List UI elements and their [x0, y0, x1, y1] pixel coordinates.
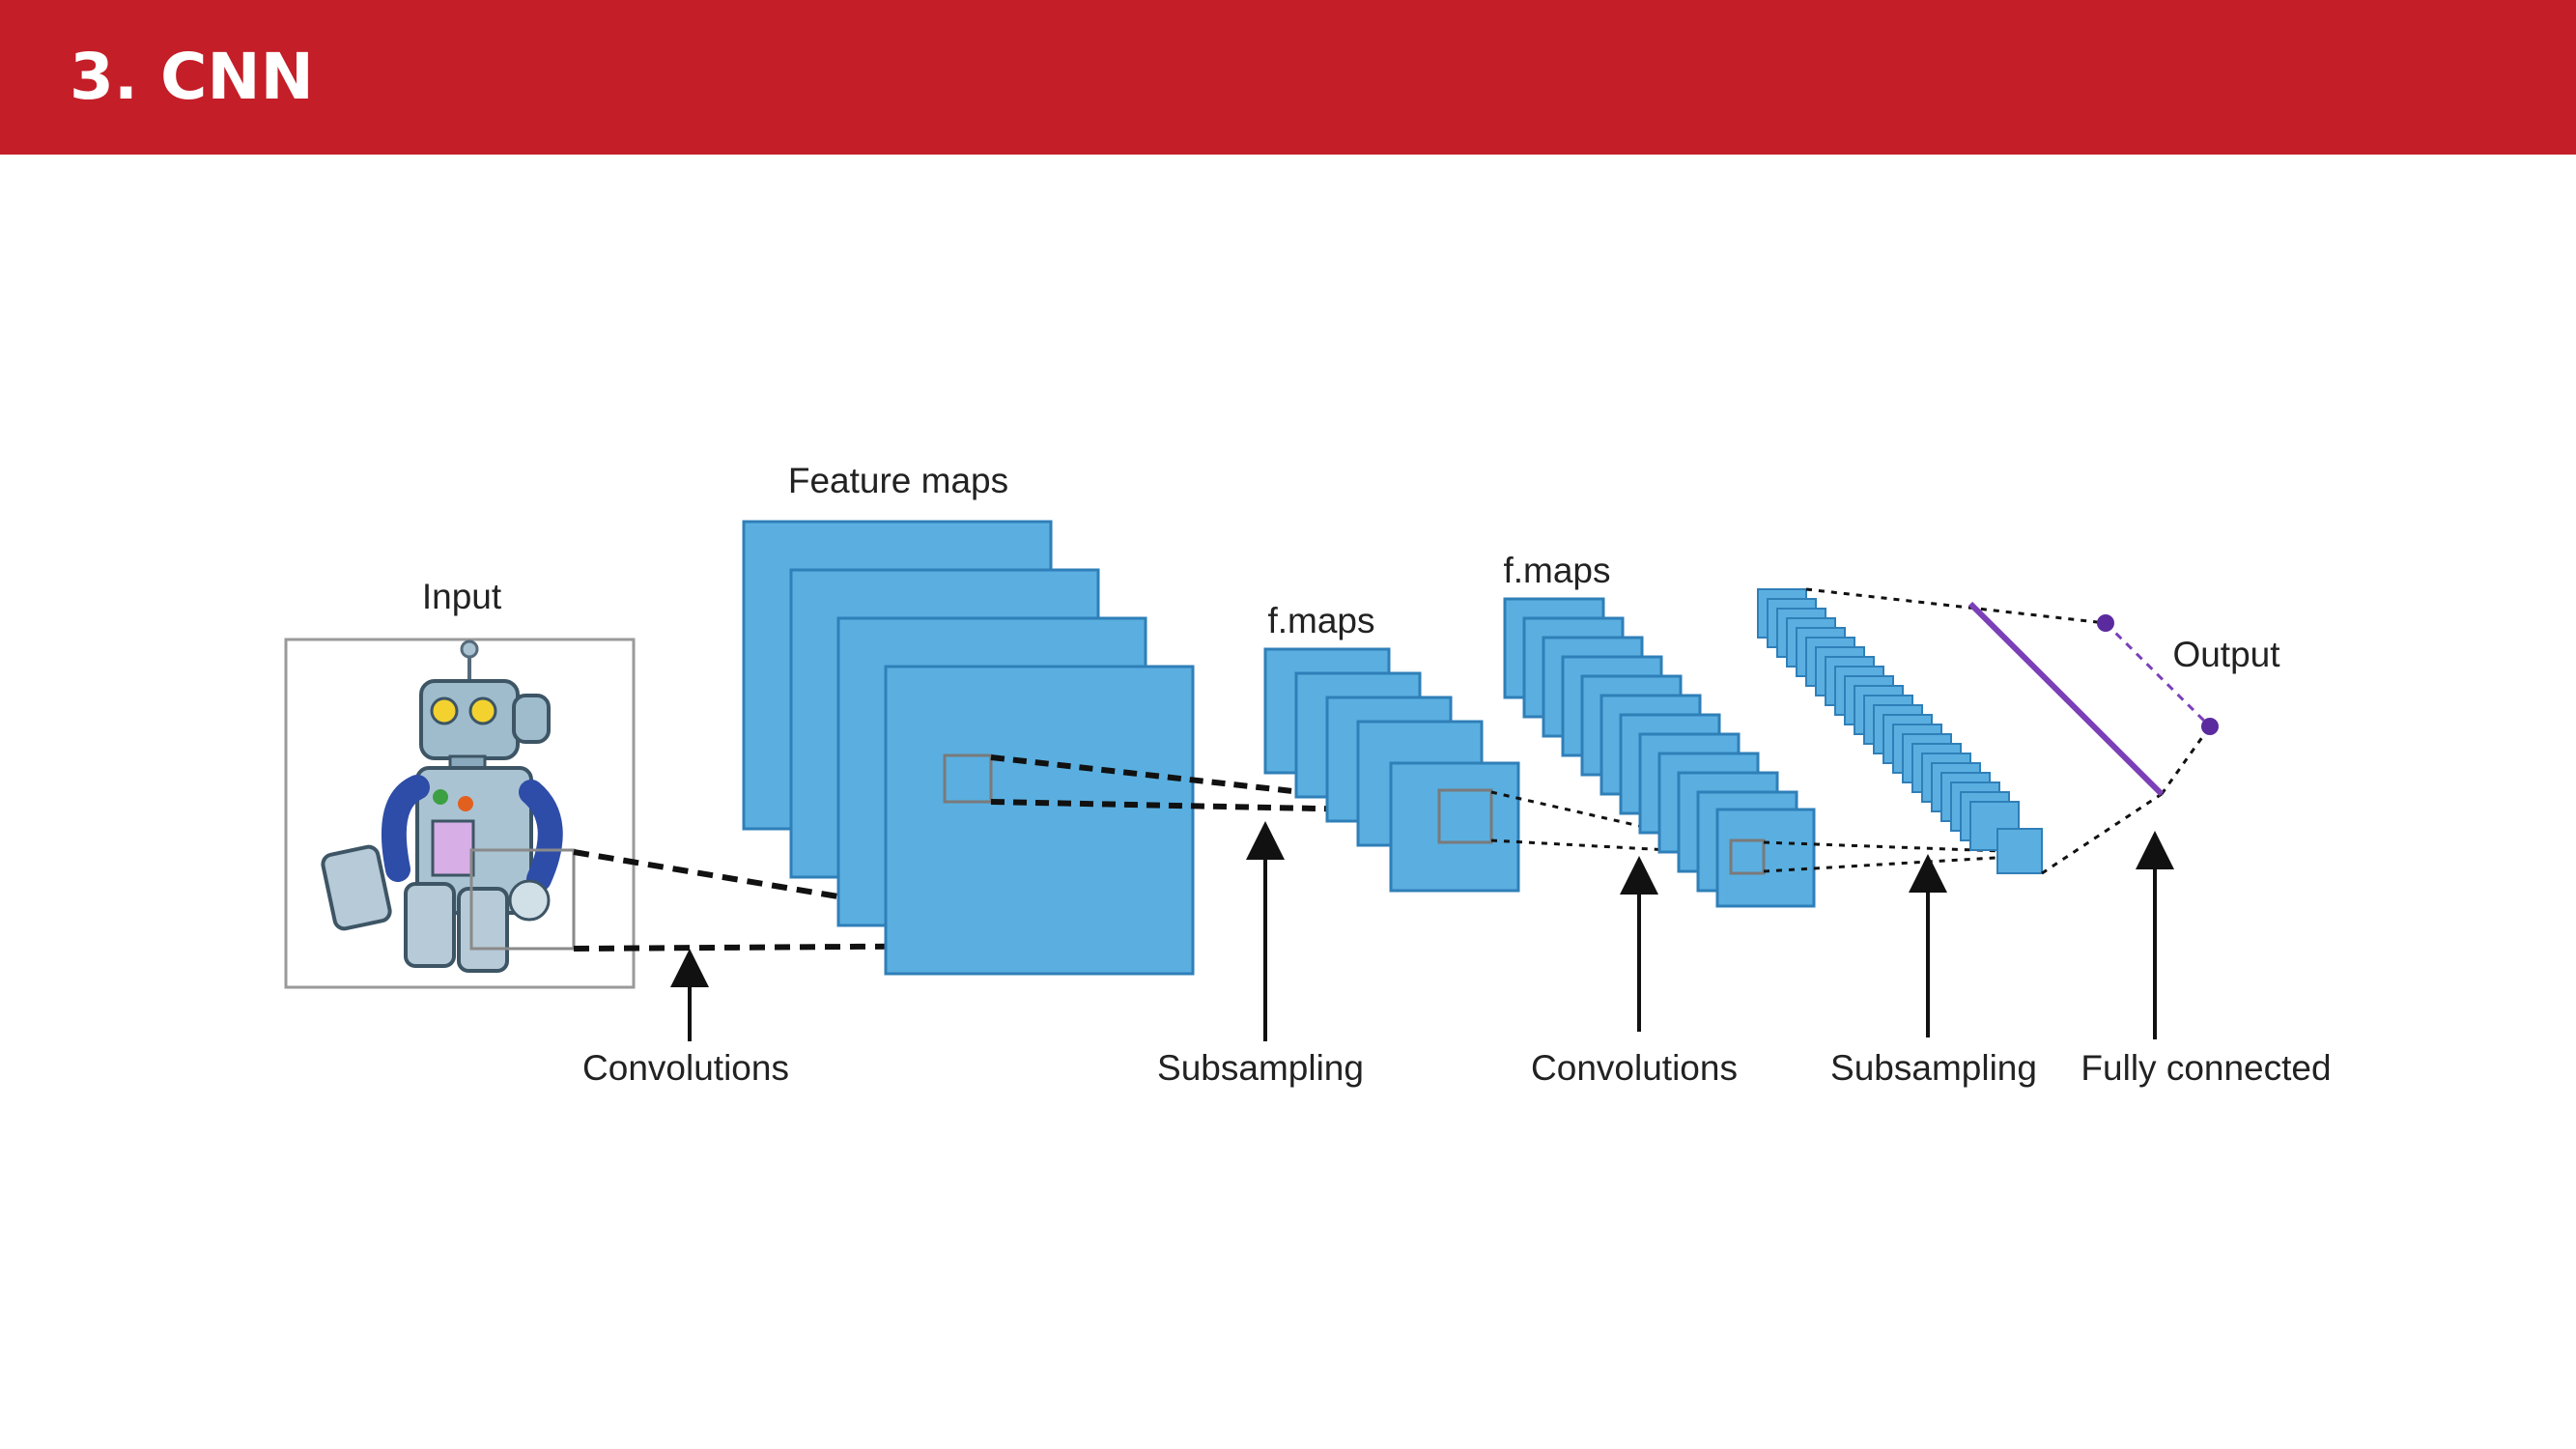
feature-maps-stack	[742, 520, 1195, 976]
fmaps2-label: f.maps	[1503, 551, 1610, 590]
output-dashed-line	[2104, 621, 2212, 728]
stage-label-subsampling-2: Subsampling	[1830, 1048, 2037, 1088]
subsampled-stack	[1757, 588, 2043, 874]
stage-label-convolutions-2: Convolutions	[1531, 1048, 1738, 1088]
fmaps2-window	[1729, 838, 1766, 875]
fmaps1-label: f.maps	[1267, 601, 1374, 640]
feature-map-window	[943, 753, 993, 804]
output-node	[2097, 614, 2114, 632]
stage-label-subsampling-1: Subsampling	[1157, 1048, 1364, 1088]
output-layer	[1967, 601, 2219, 797]
fully-connected-line	[1967, 601, 2165, 797]
stage-label-fully-connected: Fully connected	[2081, 1048, 2331, 1088]
output-node	[2201, 718, 2219, 735]
receptive-field-box	[469, 848, 576, 951]
fmaps1-stack	[1263, 647, 1520, 893]
fmaps2-stack	[1503, 597, 1816, 908]
output-connections	[1805, 587, 2212, 875]
fmap-1	[1389, 761, 1520, 893]
stage-arrows	[670, 821, 2174, 1041]
fmaps1-window	[1437, 788, 1493, 844]
stage-label-convolutions-1: Convolutions	[582, 1048, 789, 1088]
output-label: Output	[2172, 635, 2280, 674]
robot-icon	[321, 639, 563, 973]
slide-title: 3. CNN	[70, 40, 314, 114]
input-image	[284, 638, 636, 989]
feature-maps-label: Feature maps	[788, 461, 1008, 500]
input-label: Input	[422, 577, 502, 616]
title-bar: 3. CNN	[0, 0, 2576, 155]
feature-map	[884, 665, 1195, 976]
